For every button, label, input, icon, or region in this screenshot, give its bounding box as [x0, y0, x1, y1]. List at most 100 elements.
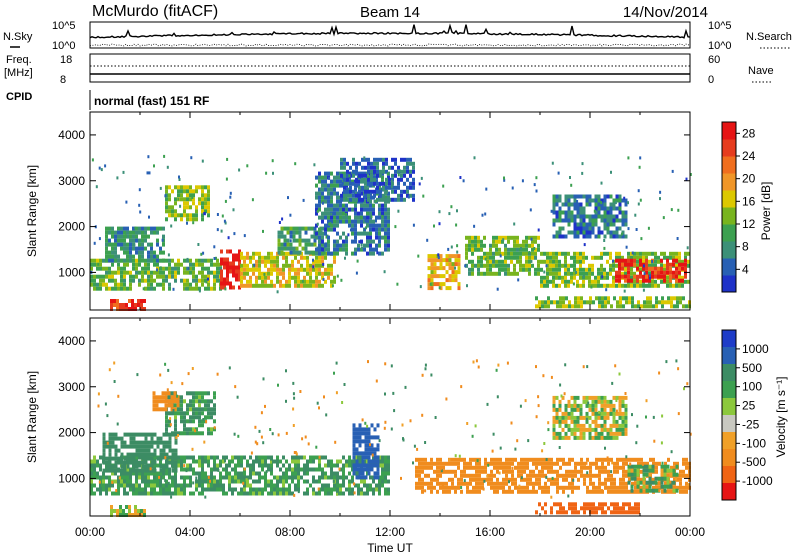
heatmap-cell	[543, 283, 546, 288]
heatmap-cell	[294, 255, 297, 260]
heatmap-cell	[390, 179, 393, 183]
heatmap-cell	[144, 230, 147, 235]
heatmap-cell	[370, 215, 373, 219]
y-tick-label: 1000	[58, 265, 85, 279]
heatmap-cell	[640, 237, 643, 241]
heatmap-cell	[328, 176, 331, 180]
heatmap-cell	[333, 191, 336, 196]
heatmap-cell	[117, 436, 121, 441]
heatmap-cell	[439, 481, 442, 486]
heatmap-cell	[117, 475, 120, 480]
heatmap-cell	[339, 235, 342, 240]
heatmap-cell	[489, 267, 492, 272]
heatmap-cell	[552, 427, 556, 432]
heatmap-cell	[401, 423, 404, 427]
heatmap-cell	[138, 278, 141, 283]
heatmap-cell	[412, 181, 415, 186]
heatmap-cell	[309, 459, 312, 464]
heatmap-cell	[234, 455, 237, 460]
heatmap-cell	[598, 465, 601, 470]
heatmap-cell	[309, 263, 312, 268]
heatmap-cell	[366, 222, 369, 226]
heatmap-cell	[207, 282, 210, 287]
heatmap-cell	[400, 197, 403, 202]
heatmap-cell	[352, 431, 356, 436]
heatmap-cell	[373, 161, 376, 166]
heatmap-cell	[397, 209, 400, 213]
heatmap-cell	[627, 262, 630, 267]
heatmap-cell	[252, 471, 255, 476]
heatmap-cell	[363, 479, 366, 484]
heatmap-cell	[519, 267, 522, 272]
heatmap-cell	[475, 489, 478, 494]
heatmap-cell	[618, 194, 622, 199]
heatmap-cell	[306, 259, 309, 264]
heatmap-cell	[141, 242, 144, 247]
heatmap-cell	[616, 461, 619, 466]
heatmap-cell	[325, 242, 328, 246]
heatmap-cell	[567, 251, 570, 256]
heatmap-cell	[378, 483, 381, 488]
heatmap-cell	[388, 177, 391, 182]
heatmap-cell	[520, 469, 523, 474]
heatmap-cell	[606, 275, 609, 280]
heatmap-cell	[180, 483, 183, 488]
heatmap-cell	[126, 230, 129, 235]
colorbar-segment	[722, 207, 736, 225]
heatmap-cell	[474, 263, 477, 268]
heatmap-cell	[564, 279, 567, 284]
heatmap-cell	[588, 226, 592, 231]
heatmap-cell	[339, 219, 342, 224]
heatmap-cell	[666, 279, 669, 284]
heatmap-cell	[669, 274, 672, 279]
heatmap-cell	[147, 464, 151, 469]
heatmap-cell	[535, 296, 538, 301]
heatmap-cell	[138, 440, 142, 445]
heatmap-cell	[210, 475, 213, 480]
heatmap-cell	[162, 258, 165, 263]
heatmap-cell	[597, 271, 600, 276]
heatmap-cell	[324, 215, 327, 220]
heatmap-cell	[255, 275, 258, 280]
heatmap-cell	[330, 191, 333, 196]
heatmap-cell	[133, 243, 136, 247]
heatmap-cell	[478, 473, 481, 478]
heatmap-cell	[102, 432, 106, 437]
heatmap-cell	[229, 195, 232, 199]
heatmap-cell	[210, 431, 213, 436]
heatmap-cell	[498, 239, 501, 244]
heatmap-cell	[177, 463, 180, 468]
heatmap-cell	[559, 473, 562, 478]
heatmap-cell	[336, 195, 339, 200]
heatmap-cell	[421, 465, 424, 470]
heatmap-cell	[303, 279, 306, 284]
heatmap-cell	[685, 473, 688, 478]
heatmap-cell	[686, 246, 689, 250]
heatmap-cell	[108, 452, 112, 457]
heatmap-cell	[318, 247, 321, 252]
heatmap-cell	[613, 506, 616, 511]
heatmap-cell	[618, 431, 622, 436]
heatmap-cell	[180, 262, 183, 267]
heatmap-cell	[291, 475, 294, 480]
heatmap-cell	[493, 485, 496, 490]
nsky-tick-high: 10^5	[52, 20, 76, 32]
heatmap-cell	[403, 189, 406, 194]
heatmap-cell	[276, 463, 279, 468]
heatmap-cell	[159, 456, 163, 461]
heatmap-cell	[636, 263, 639, 268]
heatmap-cell	[633, 464, 637, 469]
heatmap-cell	[322, 277, 325, 281]
heatmap-cell	[538, 469, 541, 474]
heatmap-cell	[471, 239, 474, 244]
heatmap-cell	[651, 279, 654, 284]
heatmap-cell	[649, 274, 651, 277]
heatmap-cell	[153, 452, 157, 457]
heatmap-cell	[582, 222, 586, 227]
heatmap-cell	[370, 181, 373, 186]
heatmap-cell	[645, 283, 648, 288]
heatmap-cell	[138, 432, 142, 437]
heatmap-cell	[339, 459, 342, 464]
heatmap-cell	[577, 304, 580, 309]
heatmap-cell	[598, 296, 601, 301]
